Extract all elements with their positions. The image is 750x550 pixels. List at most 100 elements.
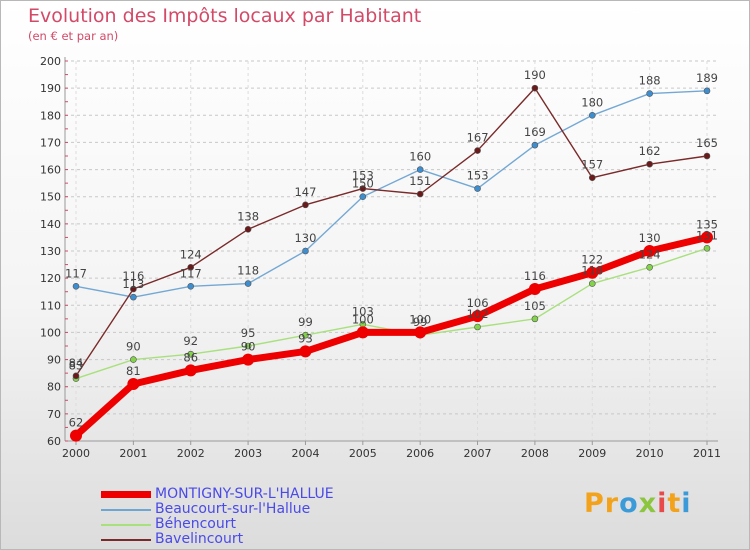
data-label: 113 [122,277,144,291]
legend-swatch [101,539,151,541]
data-point [416,166,424,173]
logo-letter: o [619,488,639,519]
data-label: 130 [294,231,316,245]
data-point [130,285,137,293]
y-tick-label: 120 [40,272,61,285]
legend-label: Beaucourt-sur-l'Hallue [155,501,311,517]
data-label: 116 [524,269,546,283]
y-tick-label: 110 [40,299,61,312]
legend-item: Béhencourt [101,516,401,532]
data-label: 157 [581,158,603,172]
data-label: 84 [69,356,84,370]
y-tick-label: 80 [47,381,61,394]
data-point [474,323,481,331]
legend-item: MONTIGNY-SUR-L'HALLUE [101,486,401,502]
data-point [414,326,427,339]
data-point [531,315,539,323]
x-tick-label: 2001 [119,447,147,460]
data-point [127,378,140,390]
data-label: 92 [183,334,198,348]
data-point [187,282,195,290]
data-label: 117 [180,266,202,280]
y-tick-label: 170 [40,136,61,149]
data-point [356,326,369,339]
logo-letter: x [638,488,658,519]
data-point [703,87,711,95]
data-label: 190 [524,68,546,82]
data-point [646,160,653,168]
data-point [474,185,481,192]
series-line [75,87,708,377]
data-label: 138 [237,209,259,223]
data-point [302,201,309,209]
y-tick-label: 130 [40,245,61,258]
y-tick-label: 180 [40,109,61,122]
data-label: 188 [639,74,661,88]
data-point [701,231,713,244]
data-label: 165 [696,136,718,150]
legend-swatch [101,524,151,526]
data-point [184,364,197,377]
data-label: 162 [639,144,661,158]
data-point [302,331,309,339]
data-point [244,280,252,287]
y-tick-label: 90 [47,354,61,367]
legend-label: MONTIGNY-SUR-L'HALLUE [155,486,334,502]
data-label: 135 [696,217,718,231]
x-tick-label: 2002 [177,447,205,460]
data-point [359,193,367,201]
chart-subtitle: (en € et par an) [28,29,119,43]
data-label: 153 [467,169,489,183]
data-point [244,342,252,350]
data-point [416,190,424,198]
data-point [72,372,80,380]
chart-legend: MONTIGNY-SUR-L'HALLUE Beaucourt-sur-l'Hal… [101,486,401,547]
data-label: 86 [183,350,198,364]
data-point [646,90,653,97]
data-point [299,345,312,358]
data-point [474,147,481,154]
data-label: 116 [122,269,144,283]
data-label: 124 [639,247,661,261]
x-tick-label: 2003 [234,447,262,460]
data-label: 90 [241,340,256,354]
y-tick-label: 70 [47,408,61,421]
logo-letter: P [584,488,605,519]
data-label: 147 [294,185,316,199]
series-line [72,233,711,440]
data-point [646,263,653,271]
data-label: 93 [298,331,313,345]
data-label: 100 [409,312,431,326]
data-point [588,111,596,119]
data-label: 100 [352,312,374,326]
data-label: 131 [696,228,718,242]
data-point [187,263,195,271]
data-label: 124 [180,247,202,261]
data-label: 105 [524,299,546,313]
data-point [130,293,137,301]
data-label: 106 [467,296,489,310]
x-tick-label: 2007 [464,447,492,460]
data-point [187,350,195,358]
data-label: 169 [524,125,546,139]
legend-label: Bavelincourt [155,531,244,547]
data-point [531,141,539,149]
data-label: 99 [298,315,313,329]
data-label: 150 [352,177,374,191]
legend-item: Beaucourt-sur-l'Hallue [101,501,401,517]
x-tick-label: 2009 [578,447,606,460]
data-label: 90 [126,340,141,354]
data-point [302,247,309,255]
data-label: 103 [352,304,374,318]
legend-label: Béhencourt [155,516,236,532]
data-point [643,245,656,257]
logo-letter: i [657,488,668,519]
y-tick-label: 150 [40,191,61,204]
data-label: 102 [467,307,489,321]
y-tick-label: 190 [40,82,61,95]
legend-item: Bavelincourt [101,531,401,547]
data-label: 180 [581,95,603,109]
data-label: 118 [581,264,603,278]
